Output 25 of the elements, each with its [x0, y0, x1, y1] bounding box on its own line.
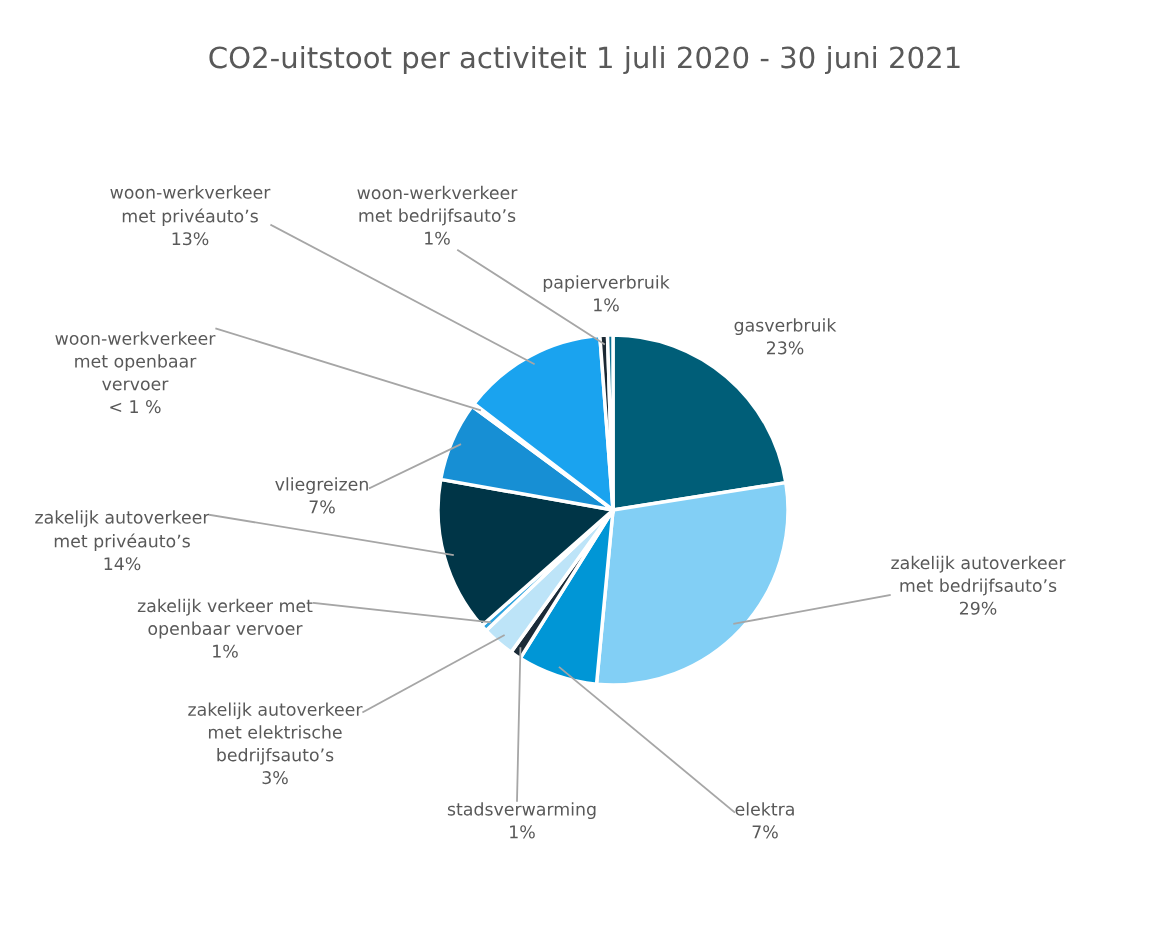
- chart-title: CO2-uitstoot per activiteit 1 juli 2020 - 30 juni 2021: [209, 45, 960, 75]
- data-label: 14%: [104, 557, 141, 571]
- data-label: 13%: [172, 232, 209, 246]
- data-label: 1%: [425, 231, 450, 245]
- data-label: < 1 %: [110, 400, 161, 414]
- data-label: 3%: [262, 771, 288, 785]
- data-label: 1%: [510, 825, 535, 839]
- data-label: 23%: [766, 341, 804, 355]
- slice-label: woon-werkverkeer met privéauto’s: [110, 185, 271, 226]
- slice-label: papierverbruik: [543, 275, 670, 293]
- slice-label: zakelijk autoverkeer met elektrische bedrijfsauto’s: [188, 702, 363, 765]
- slice-label: stadsverwarming: [447, 802, 596, 820]
- data-label: 1%: [594, 298, 619, 312]
- slice-label: elektra: [735, 802, 794, 816]
- slice-label: woon-werkverkeer met openbaar vervoer: [55, 331, 216, 391]
- slice-label: vliegreizen: [275, 477, 368, 495]
- slice-label: zakelijk autoverkeer met privéauto’s: [35, 510, 210, 551]
- data-label: 7%: [309, 500, 335, 514]
- slice-label: woon-werkverkeer met bedrijfsauto’s: [357, 185, 518, 226]
- data-label: 7%: [752, 825, 778, 839]
- slice-label: zakelijk verkeer met openbaar vervoer: [137, 598, 313, 639]
- data-label: 29%: [959, 601, 997, 615]
- data-label: 1%: [213, 644, 238, 658]
- slice-label: zakelijk autoverkeer met bedrijfsauto’s: [891, 555, 1066, 596]
- slice-label: gasverbruik: [734, 318, 837, 336]
